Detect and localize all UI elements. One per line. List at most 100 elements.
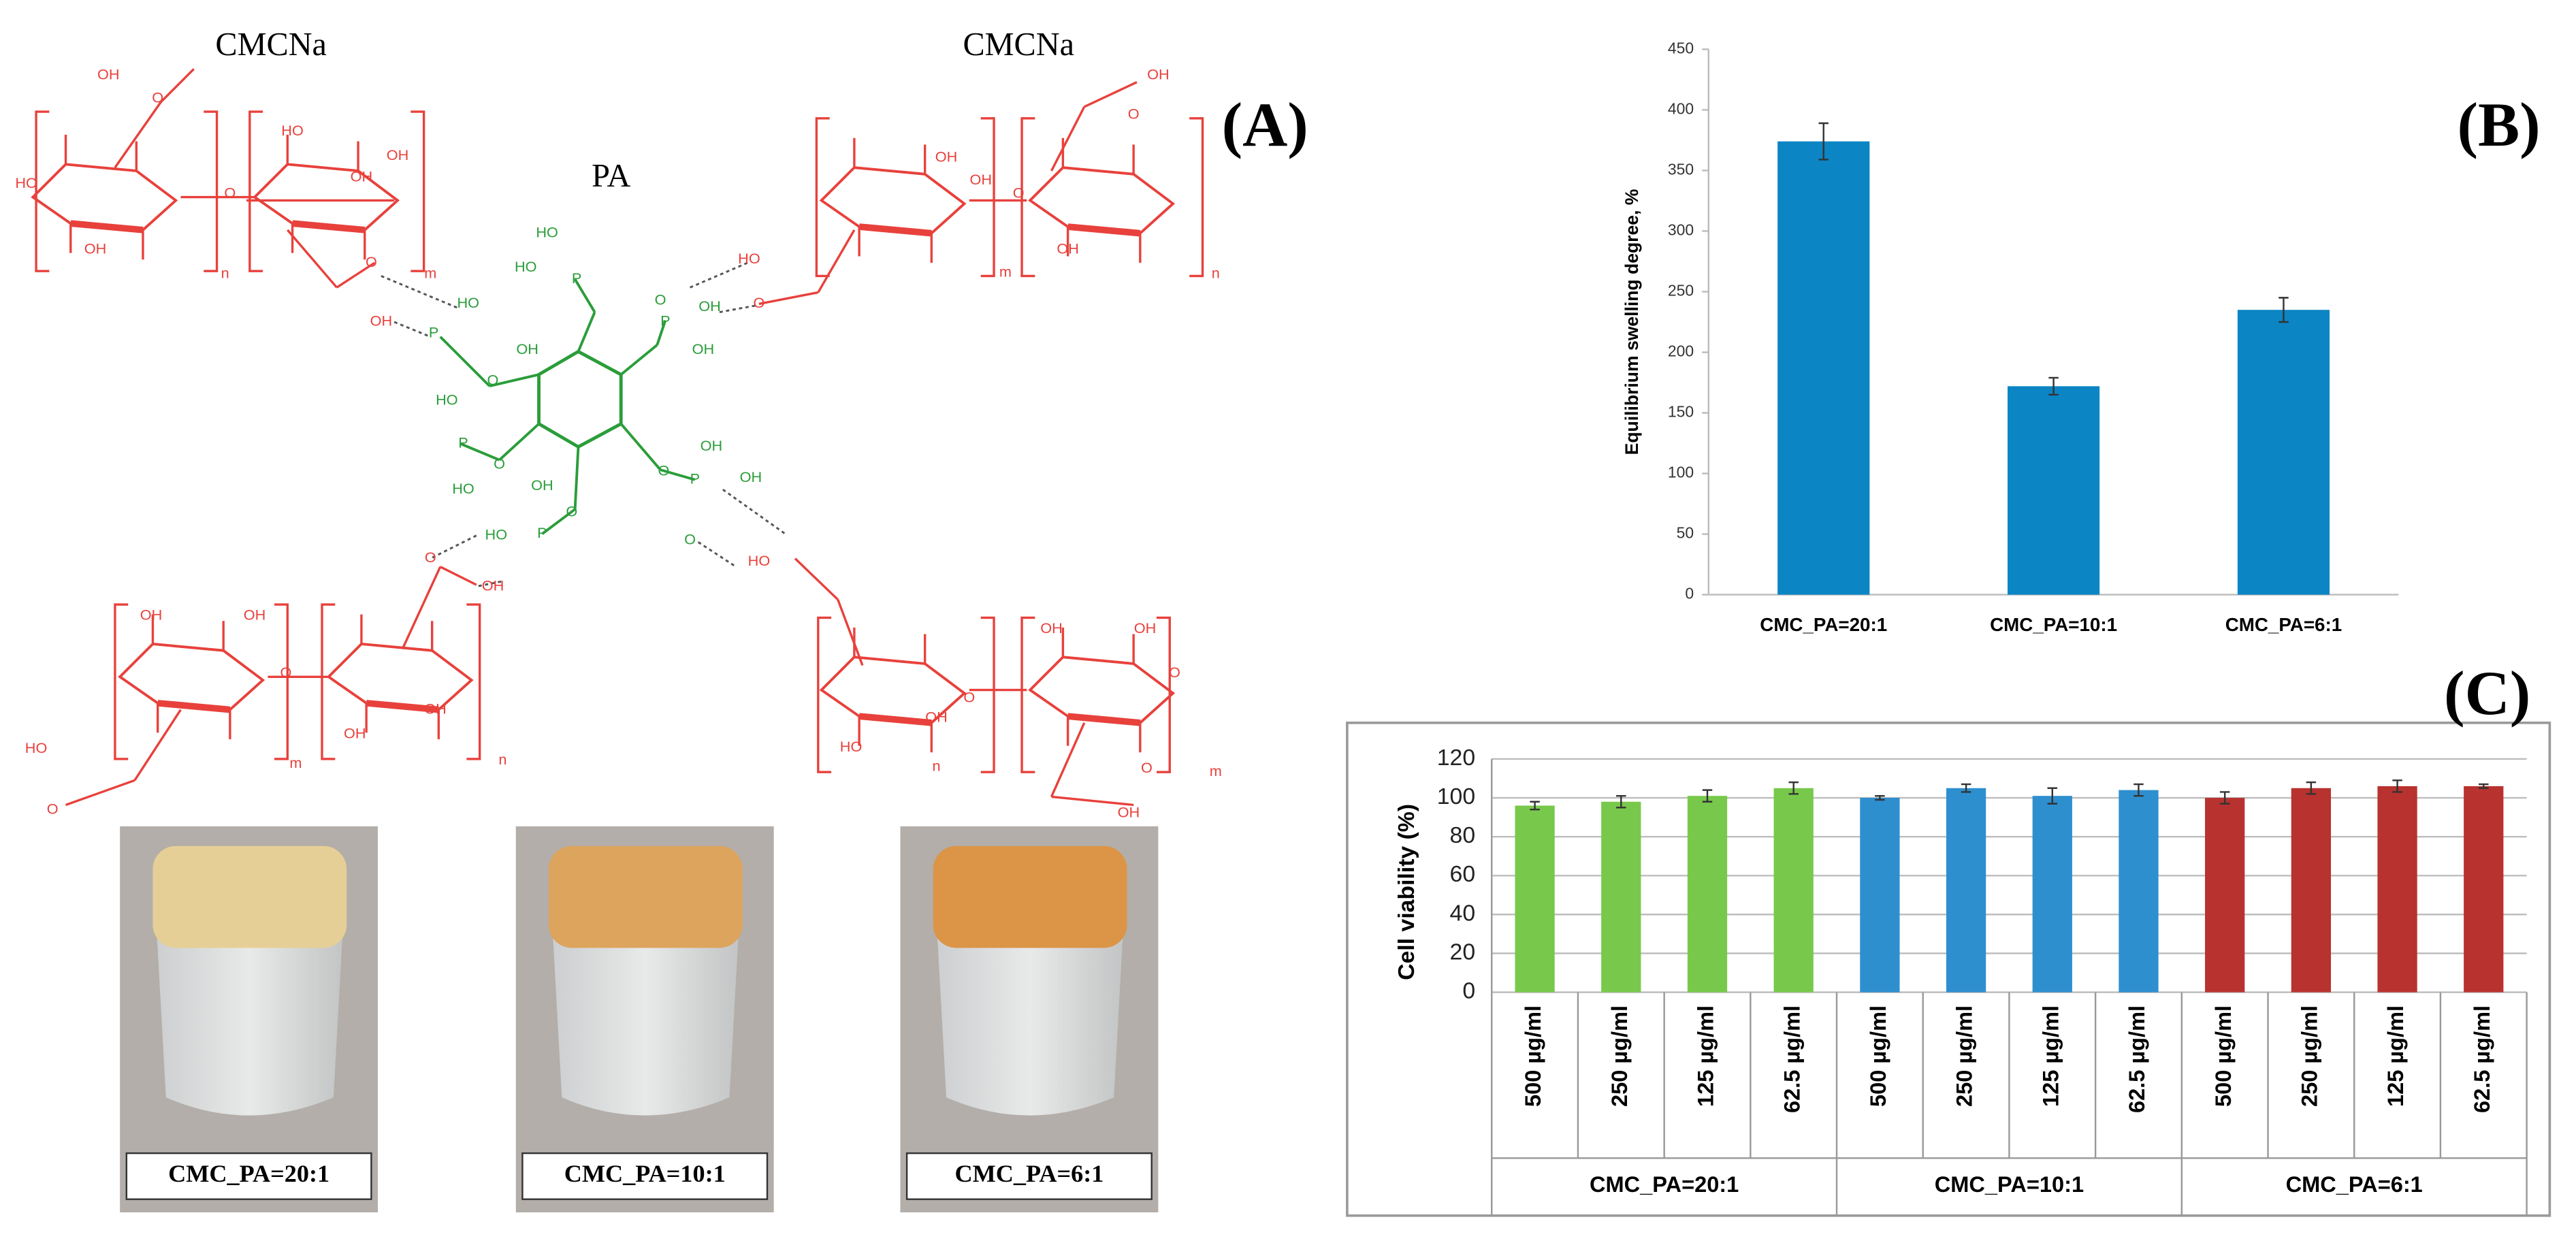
- group-label: CMC_PA=20:1: [1590, 1172, 1739, 1197]
- bracket: [980, 117, 995, 278]
- atom-label: OH: [424, 700, 447, 717]
- y-tick-label: 250: [1668, 282, 1694, 300]
- y-axis-label: Equilibrium swelling degree, %: [1622, 189, 1642, 455]
- atom-label: O: [280, 664, 291, 681]
- ring: [1028, 166, 1176, 235]
- atom-label: O: [224, 184, 236, 201]
- y-tick-label: 20: [1450, 939, 1476, 965]
- bond: [1051, 795, 1134, 807]
- bond: [498, 423, 540, 462]
- ring-bond: [858, 713, 932, 726]
- bond: [619, 344, 658, 376]
- bracket: [1156, 616, 1171, 773]
- atom-label: OH: [935, 148, 958, 165]
- atom-label: OH: [531, 477, 553, 494]
- bar: [1515, 805, 1555, 992]
- y-tick-label: 150: [1668, 403, 1694, 421]
- bracket: [466, 603, 481, 760]
- atom-label: OH: [701, 437, 723, 454]
- h-bond: [697, 541, 737, 568]
- ring: [537, 349, 623, 449]
- atom-label: OH: [1057, 240, 1079, 257]
- atom-label: O: [425, 549, 436, 566]
- atom-label: O: [152, 89, 163, 106]
- bond: [439, 336, 491, 387]
- x-tick-label: CMC_PA=6:1: [2225, 614, 2342, 635]
- error-bar: [1788, 781, 1799, 795]
- bracket: [35, 110, 50, 272]
- atom-label: OH: [1134, 619, 1157, 636]
- atom-label: HO: [536, 223, 558, 240]
- atom-label: O: [1128, 106, 1140, 123]
- h-bond: [722, 488, 786, 535]
- bracket: [817, 616, 832, 773]
- vial: [936, 920, 1124, 1116]
- y-tick-label: 400: [1668, 99, 1694, 117]
- bond: [133, 709, 182, 781]
- atom-label: HO: [457, 294, 479, 311]
- x-tick-label: 250 µg/ml: [1607, 1005, 1632, 1107]
- error-bar: [2048, 376, 2059, 396]
- bond: [489, 373, 539, 387]
- ring-bond: [858, 223, 932, 237]
- x-tick-label: 62.5 µg/ml: [2470, 1005, 2494, 1113]
- bar: [2291, 788, 2332, 992]
- bracket: [1189, 117, 1204, 278]
- ring: [1028, 656, 1176, 724]
- x-tick-label: 500 µg/ml: [1521, 1005, 1545, 1107]
- atom-label: O: [1013, 184, 1025, 201]
- error-bar: [1616, 794, 1626, 809]
- atom-label: m: [424, 265, 436, 282]
- atom-label: OH: [351, 167, 373, 184]
- atom-label: n: [1212, 265, 1220, 282]
- atom-label: OH: [482, 577, 504, 594]
- x-tick-label: 125 µg/ml: [2383, 1005, 2408, 1107]
- atom-label: OH: [140, 607, 163, 624]
- ring-bond: [70, 220, 144, 233]
- atom-label: O: [684, 531, 696, 548]
- h-bond: [430, 534, 477, 560]
- structure-label: PA: [592, 158, 630, 194]
- bracket: [204, 110, 219, 272]
- atom-label: OH: [387, 146, 409, 163]
- atom-label: m: [1210, 762, 1222, 779]
- caption-box: [125, 1152, 372, 1200]
- atom-label: O: [753, 294, 764, 311]
- atom-label: n: [498, 751, 506, 768]
- ring: [326, 642, 474, 711]
- y-tick-label: 300: [1668, 221, 1694, 239]
- atom-label: P: [690, 470, 700, 487]
- atom-label: HO: [840, 738, 863, 755]
- bond: [837, 599, 864, 666]
- caption-box: [521, 1152, 769, 1200]
- bracket: [410, 110, 425, 272]
- panel-label: (C): [2444, 658, 2530, 728]
- bracket: [1020, 616, 1035, 773]
- atom-label: O: [655, 291, 666, 308]
- atom-label: OH: [97, 66, 120, 83]
- y-tick-label: 100: [1668, 464, 1694, 481]
- bond: [287, 229, 338, 289]
- bar: [2008, 386, 2100, 595]
- bond: [794, 558, 839, 601]
- x-tick-label: 62.5 µg/ml: [1780, 1005, 1804, 1113]
- bracket: [815, 117, 830, 278]
- bond: [65, 779, 135, 807]
- y-tick-label: 350: [1668, 160, 1694, 178]
- atom-label: OH: [1040, 619, 1063, 636]
- x-tick-label: 125 µg/ml: [2038, 1005, 2063, 1107]
- bond: [336, 261, 376, 289]
- photo-caption: CMC_PA=20:1: [168, 1160, 329, 1187]
- atom-label: HO: [281, 122, 304, 139]
- y-tick-label: 200: [1668, 342, 1694, 360]
- bond: [114, 101, 162, 169]
- ring: [31, 163, 178, 231]
- y-tick-label: 100: [1437, 784, 1475, 809]
- bond: [1084, 81, 1138, 108]
- h-bond: [476, 580, 502, 587]
- y-tick-label: 450: [1668, 39, 1694, 56]
- bracket: [114, 603, 129, 760]
- x-tick-label: CMC_PA=20:1: [1760, 614, 1887, 635]
- y-axis-label: Cell viability (%): [1394, 804, 1419, 980]
